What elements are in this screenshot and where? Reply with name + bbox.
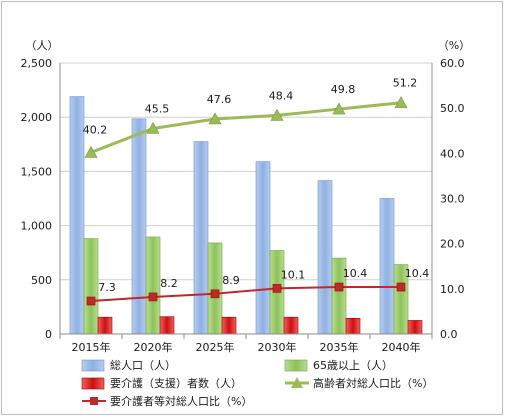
triangle-marker	[270, 108, 284, 121]
bar-総人口（人）	[317, 180, 333, 335]
right-axis-tick-label: 20.0	[440, 238, 465, 251]
right-axis-tick-label: 40.0	[440, 147, 465, 160]
x-tick-label: 2035年	[320, 340, 359, 354]
bar-要介護（支援）者数（人）	[345, 317, 361, 335]
triangle-marker	[394, 96, 408, 109]
data-label: 10.1	[281, 268, 306, 281]
data-label: 49.8	[331, 83, 356, 96]
data-label: 47.6	[207, 93, 232, 106]
bar-要介護（支援）者数（人）	[407, 320, 423, 335]
data-labels: 40.2 45.5 47.6 48.4 49.8 51.2 7.3 8.2 8.9 10.1 10.…	[83, 77, 430, 294]
right-axis-tick-label: 10.0	[440, 283, 465, 296]
right-axis-tick-label: 30.0	[440, 193, 465, 206]
bar-65歳以上（人）	[145, 236, 161, 335]
legend-label: 高齢者対総人口比（%）	[313, 376, 433, 390]
x-tick-label: 2025年	[196, 340, 235, 354]
triangle-marker	[208, 112, 222, 125]
data-label: 8.2	[160, 277, 178, 290]
legend-swatch	[284, 359, 308, 372]
legend-label: 要介護者等対総人口比（%）	[110, 394, 252, 408]
triangle-marker	[84, 145, 98, 158]
bar-要介護（支援）者数（人）	[159, 316, 175, 335]
left-axis-unit: （人）	[26, 39, 59, 52]
left-axis-tick-label: 1,500	[21, 165, 53, 178]
gridlines	[60, 62, 432, 335]
bar-総人口（人）	[255, 161, 271, 335]
data-label: 45.5	[145, 102, 170, 115]
lines	[84, 96, 408, 306]
data-label: 7.3	[98, 281, 116, 294]
right-axis-tick-label: 50.0	[440, 102, 465, 115]
line-高齢者対総人口比（%）	[90, 101, 402, 154]
bar-総人口（人）	[379, 198, 395, 335]
bar-65歳以上（人）	[83, 238, 99, 335]
data-label: 8.9	[222, 274, 240, 287]
right-axis-tick-label: 60.0	[440, 57, 465, 70]
square-marker	[334, 282, 344, 292]
bars	[69, 96, 423, 335]
legend-swatch	[81, 377, 105, 390]
x-tick-label: 2030年	[258, 340, 297, 354]
legend: 総人口（人） 65歳以上（人） 要介護（支援）者数（人） 高齢者対総人口比（%） 要介護…	[81, 358, 433, 408]
legend-swatch	[81, 359, 105, 372]
left-axis-tick-label: 0	[45, 328, 52, 341]
axes: 0 500 1,000 1,500 2,000 2,500 0.0 10.0 20.0 30.0 4…	[21, 39, 471, 354]
data-label: 48.4	[269, 89, 294, 102]
data-label: 40.2	[83, 123, 108, 136]
bar-65歳以上（人）	[207, 242, 223, 335]
line-要介護者等対総人口比（%）	[90, 286, 401, 303]
square-marker	[272, 284, 282, 293]
x-tick-label: 2040年	[382, 340, 421, 354]
right-axis-tick-label: 0.0	[440, 328, 458, 341]
bar-要介護（支援）者数（人）	[97, 316, 113, 335]
square-marker	[210, 289, 220, 299]
bar-要介護（支援）者数（人）	[221, 316, 237, 335]
legend-square-marker	[90, 397, 98, 405]
bar-総人口（人）	[131, 118, 147, 335]
x-tick-label: 2015年	[72, 340, 111, 354]
bar-要介護（支援）者数（人）	[283, 316, 299, 335]
legend-triangle-marker	[291, 377, 303, 388]
left-axis-tick-label: 500	[31, 274, 52, 287]
right-axis-unit: （%）	[438, 39, 470, 52]
left-axis-tick-label: 2,000	[21, 111, 53, 124]
x-tick-label: 2020年	[134, 340, 173, 354]
data-label: 10.4	[405, 267, 430, 280]
triangle-marker	[146, 121, 160, 134]
square-marker	[396, 282, 406, 292]
data-label: 10.4	[343, 267, 368, 280]
left-axis-tick-label: 2,500	[21, 57, 53, 70]
legend-label: 総人口（人）	[110, 358, 176, 372]
triangle-marker	[332, 102, 346, 115]
square-marker	[86, 296, 96, 306]
data-label: 51.2	[393, 77, 418, 90]
left-axis-tick-label: 1,000	[21, 220, 53, 233]
legend-label: 65歳以上（人）	[313, 359, 393, 372]
bar-総人口（人）	[193, 141, 209, 335]
legend-label: 要介護（支援）者数（人）	[110, 376, 242, 390]
square-marker	[148, 292, 158, 302]
